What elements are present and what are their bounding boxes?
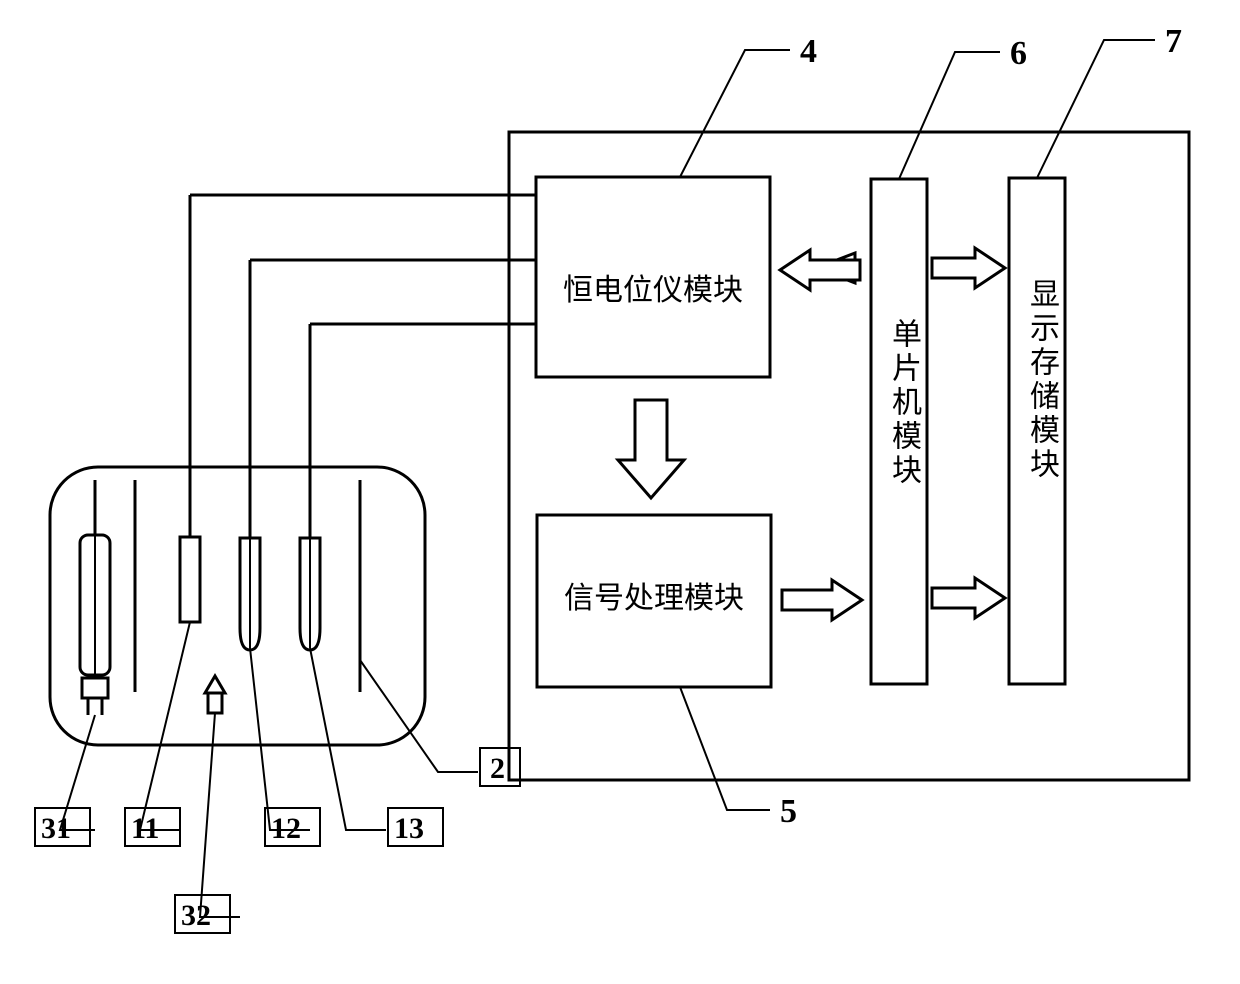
callout-5: 5 bbox=[780, 793, 797, 830]
leader-4 bbox=[680, 50, 790, 177]
cell-box bbox=[50, 467, 425, 745]
callout-2: 2 bbox=[490, 752, 505, 785]
callout-6: 6 bbox=[1010, 35, 1027, 72]
leader-7 bbox=[1037, 40, 1155, 178]
arrow-mcu-display-bottom bbox=[932, 578, 1005, 618]
callout-12: 12 bbox=[271, 812, 301, 845]
arrow-down bbox=[618, 400, 684, 498]
arrow-mcu-display-top bbox=[932, 248, 1005, 288]
leader-13 bbox=[310, 648, 386, 830]
leader-11 bbox=[140, 622, 190, 830]
electrode-31 bbox=[80, 480, 110, 715]
arrow-mcu-potentiostat bbox=[775, 250, 877, 290]
leader-5 bbox=[680, 687, 770, 810]
callout-32: 32 bbox=[181, 899, 211, 932]
stirrer-32 bbox=[205, 676, 225, 713]
electrode-11 bbox=[180, 195, 200, 622]
callout-11: 11 bbox=[131, 812, 159, 845]
leader-2 bbox=[360, 660, 478, 772]
diagram-canvas: 恒电位仪模块 信号处理模块 bbox=[0, 0, 1240, 979]
leader-6 bbox=[899, 52, 1000, 179]
electrode-13 bbox=[300, 324, 320, 650]
electrode-12 bbox=[240, 260, 260, 650]
main-box bbox=[509, 132, 1189, 780]
callout-13: 13 bbox=[394, 812, 424, 845]
mcu-label: 单片机模块 bbox=[881, 318, 925, 488]
potentiostat-label: 恒电位仪模块 bbox=[563, 274, 743, 307]
leader-12 bbox=[250, 648, 310, 830]
callout-7: 7 bbox=[1165, 23, 1182, 60]
arrow-signal-mcu bbox=[782, 580, 862, 620]
display-label: 显示存储模块 bbox=[1019, 278, 1063, 482]
callout-4: 4 bbox=[800, 33, 817, 70]
signal-label: 信号处理模块 bbox=[564, 582, 744, 615]
callout-31: 31 bbox=[41, 812, 71, 845]
